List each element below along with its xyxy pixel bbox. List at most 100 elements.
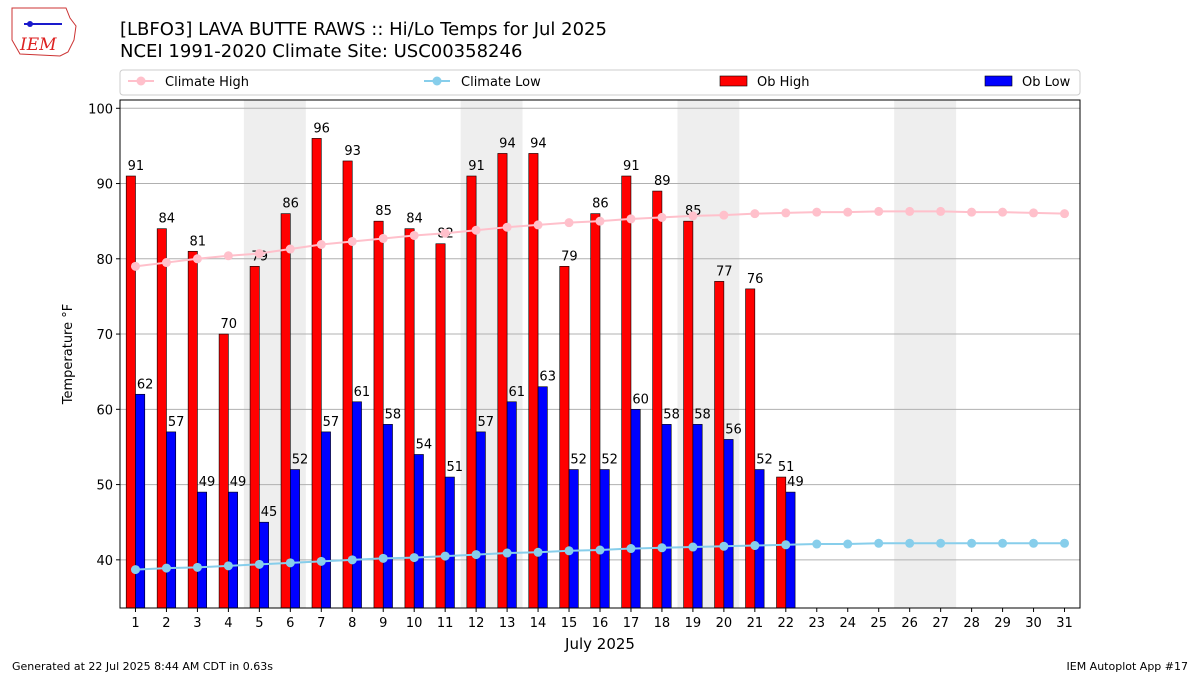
climate-marker <box>874 538 884 548</box>
x-tick-label: 22 <box>778 616 795 631</box>
climate-marker <box>936 206 946 216</box>
climate-marker <box>316 556 326 566</box>
bar <box>466 175 477 609</box>
climate-marker <box>564 218 574 228</box>
climate-marker <box>905 206 915 216</box>
x-tick-label: 11 <box>437 616 454 631</box>
bar <box>754 469 765 609</box>
climate-marker <box>967 538 977 548</box>
climate-marker <box>719 210 729 220</box>
bar <box>197 491 208 609</box>
chart-subtitle: NCEI 1991-2020 Climate Site: USC00358246 <box>120 41 522 62</box>
bar-value-label: 63 <box>539 370 556 385</box>
weekend-shade <box>894 100 957 608</box>
climate-marker <box>533 220 543 230</box>
y-tick-label: 40 <box>96 554 113 569</box>
x-tick-label: 8 <box>348 616 356 631</box>
logo: IEM <box>11 7 77 57</box>
bar-value-label: 61 <box>508 385 525 400</box>
x-tick-label: 13 <box>499 616 516 631</box>
climate-marker <box>130 261 140 271</box>
x-tick-label: 31 <box>1056 616 1073 631</box>
bar <box>506 401 517 609</box>
bar <box>351 401 362 609</box>
footer-left: Generated at 22 Jul 2025 8:44 AM CDT in … <box>12 660 273 673</box>
bar-value-label: 86 <box>282 197 299 212</box>
legend-marker <box>136 76 146 86</box>
climate-marker <box>998 538 1008 548</box>
bar <box>373 220 384 609</box>
x-tick-label: 29 <box>994 616 1011 631</box>
climate-marker <box>564 546 574 556</box>
y-tick-label: 90 <box>96 178 113 193</box>
bar-value-label: 85 <box>375 204 392 219</box>
climate-marker <box>130 565 140 575</box>
bar <box>166 431 177 609</box>
climate-marker <box>1029 208 1039 218</box>
legend-label: Ob High <box>757 75 810 90</box>
bar-value-label: 70 <box>220 317 237 332</box>
legend-swatch <box>719 75 748 87</box>
bar <box>621 175 632 609</box>
logo-text: IEM <box>19 35 57 55</box>
climate-marker <box>192 254 202 264</box>
bar-value-label: 57 <box>478 415 495 430</box>
climate-marker <box>471 225 481 235</box>
climate-marker <box>657 543 667 553</box>
bar-value-label: 49 <box>787 475 804 490</box>
x-tick-label: 28 <box>963 616 980 631</box>
bar-value-label: 52 <box>570 453 587 468</box>
bar-value-label: 96 <box>313 121 330 136</box>
bar-value-label: 57 <box>168 415 185 430</box>
x-tick-label: 16 <box>592 616 609 631</box>
climate-marker <box>688 542 698 552</box>
x-tick-label: 19 <box>685 616 702 631</box>
footer-right: IEM Autoplot App #17 <box>1067 660 1189 673</box>
bar <box>404 228 415 609</box>
bar <box>692 424 703 609</box>
legend-label: Ob Low <box>1022 75 1071 90</box>
bar <box>320 431 331 609</box>
bar <box>568 469 579 609</box>
bar <box>537 386 548 609</box>
climate-marker <box>502 548 512 558</box>
bar-value-label: 58 <box>663 407 680 422</box>
bar-value-label: 86 <box>592 197 609 212</box>
climate-marker <box>223 251 233 261</box>
climate-marker <box>316 239 326 249</box>
x-tick-label: 2 <box>162 616 170 631</box>
x-tick-label: 3 <box>193 616 201 631</box>
bar-value-label: 45 <box>261 505 278 520</box>
y-tick-label: 60 <box>96 403 113 418</box>
x-tick-label: 23 <box>809 616 826 631</box>
bar <box>290 469 300 609</box>
climate-marker <box>750 541 760 551</box>
x-axis-label: July 2025 <box>564 635 635 653</box>
climate-marker <box>595 545 605 555</box>
x-tick-label: 9 <box>379 616 387 631</box>
climate-marker <box>192 562 202 572</box>
climate-marker <box>750 209 760 219</box>
x-tick-label: 15 <box>561 616 578 631</box>
climate-marker <box>626 544 636 554</box>
y-tick-label: 70 <box>96 328 113 343</box>
bar-value-label: 84 <box>159 212 176 227</box>
bar-value-label: 89 <box>654 174 671 189</box>
x-tick-label: 14 <box>530 616 547 631</box>
bar <box>745 288 756 609</box>
climate-marker <box>812 207 822 217</box>
bar-value-label: 60 <box>632 392 649 407</box>
climate-marker <box>688 211 698 221</box>
x-tick-label: 17 <box>623 616 640 631</box>
climate-marker <box>781 208 791 218</box>
bar <box>135 393 146 609</box>
bar-value-label: 52 <box>601 453 618 468</box>
climate-marker <box>285 244 295 254</box>
x-tick-label: 18 <box>654 616 671 631</box>
x-tick-label: 6 <box>286 616 294 631</box>
climate-marker <box>657 212 667 222</box>
x-tick-label: 24 <box>839 616 856 631</box>
climate-marker <box>998 207 1008 217</box>
climate-marker <box>1060 538 1070 548</box>
bar <box>723 439 734 609</box>
